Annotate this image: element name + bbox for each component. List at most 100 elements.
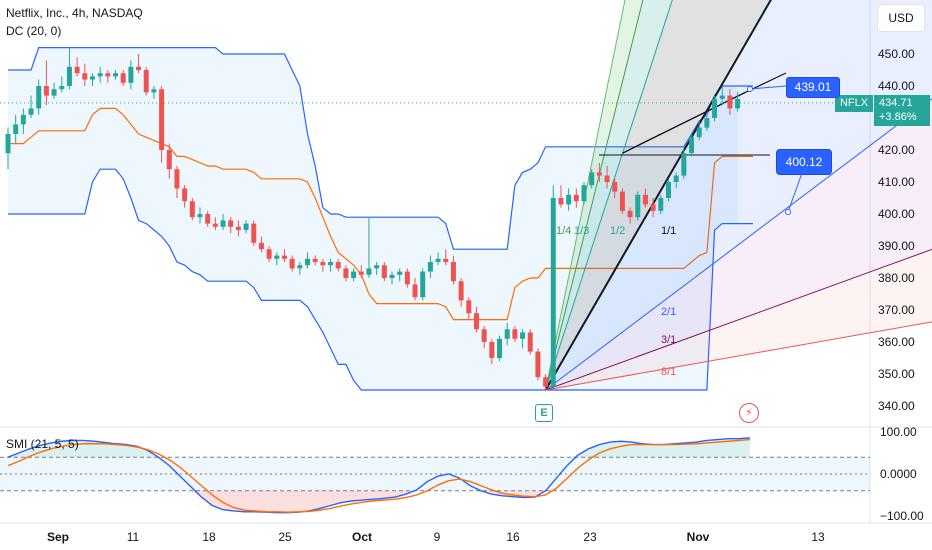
candle-body bbox=[512, 329, 518, 339]
candle-body bbox=[535, 351, 541, 378]
candle bbox=[497, 335, 503, 362]
candle bbox=[481, 326, 487, 349]
candle-body bbox=[151, 89, 157, 93]
candle-body bbox=[258, 242, 264, 250]
candle-body bbox=[136, 66, 142, 70]
price-tick-label: 410.00 bbox=[878, 175, 915, 189]
candle-body bbox=[558, 198, 564, 205]
candle-body bbox=[5, 134, 11, 154]
candle bbox=[82, 63, 88, 86]
candle-body bbox=[312, 258, 318, 262]
candle bbox=[589, 169, 595, 189]
smi-legend[interactable]: SMI (21, 5, 5) bbox=[6, 437, 79, 451]
callout-lower[interactable]: 400.12 bbox=[776, 149, 832, 175]
candle-body bbox=[182, 188, 188, 202]
candle bbox=[28, 95, 34, 118]
candle-body bbox=[689, 137, 695, 154]
candle bbox=[89, 73, 95, 86]
candle bbox=[74, 57, 80, 77]
candle bbox=[642, 188, 648, 208]
smi-signal-line bbox=[7, 438, 750, 513]
gann-fan-line bbox=[544, 0, 772, 391]
candle-body bbox=[36, 86, 42, 109]
callout-upper-leader bbox=[749, 85, 787, 90]
candle-body bbox=[650, 204, 656, 211]
smi-oversold-fill bbox=[8, 490, 750, 513]
candle-body bbox=[274, 255, 280, 259]
candle bbox=[51, 82, 57, 99]
candle-body bbox=[220, 220, 226, 227]
earnings-badge[interactable]: E bbox=[535, 404, 553, 422]
currency-button[interactable]: USD bbox=[877, 4, 925, 32]
candle-body bbox=[28, 108, 34, 115]
candle-body bbox=[266, 249, 272, 259]
candle bbox=[174, 166, 180, 198]
candle bbox=[735, 92, 741, 112]
candle-body bbox=[612, 182, 618, 192]
candle bbox=[320, 258, 326, 272]
candle-body bbox=[320, 262, 326, 266]
gann-fan-line bbox=[545, 321, 932, 391]
candle-body bbox=[427, 262, 433, 272]
callout-lower-leader bbox=[787, 172, 803, 213]
candle bbox=[550, 185, 556, 390]
candle bbox=[13, 114, 19, 144]
candle-body bbox=[305, 258, 311, 266]
callout-upper[interactable]: 439.01 bbox=[786, 77, 840, 98]
candle-body bbox=[389, 274, 395, 278]
candle bbox=[136, 54, 142, 74]
candle bbox=[704, 114, 710, 131]
candle bbox=[59, 76, 65, 93]
candle bbox=[397, 268, 403, 282]
price-badge: 434.71 +3.86% bbox=[874, 95, 930, 126]
price-tick-label: 390.00 bbox=[878, 239, 915, 253]
candle bbox=[281, 249, 287, 262]
price-badge-price: 434.71 bbox=[879, 97, 913, 109]
candle bbox=[543, 374, 549, 390]
candle bbox=[312, 255, 318, 266]
candle bbox=[220, 214, 226, 230]
candle-body bbox=[604, 175, 610, 182]
candle-body bbox=[504, 329, 510, 339]
gann-fan-line bbox=[545, 0, 626, 391]
candle-body bbox=[89, 76, 95, 80]
candle bbox=[473, 306, 479, 333]
candle-body bbox=[681, 153, 687, 176]
candle-body bbox=[458, 281, 464, 301]
candle bbox=[420, 268, 426, 301]
candle-body bbox=[589, 172, 595, 186]
price-badge-symbol: NFLX bbox=[835, 95, 873, 112]
candle-body bbox=[243, 223, 249, 230]
candle-body bbox=[228, 220, 234, 227]
candle bbox=[573, 188, 579, 208]
candle bbox=[143, 66, 149, 96]
price-tick-label: 450.00 bbox=[878, 47, 915, 61]
date-tick-label: Oct bbox=[352, 530, 372, 544]
candle bbox=[166, 143, 172, 179]
dividend-badge[interactable]: ⚡ bbox=[739, 403, 759, 423]
candle-body bbox=[566, 194, 572, 205]
candle bbox=[527, 329, 533, 355]
date-tick-label: 23 bbox=[583, 530, 597, 544]
candle bbox=[719, 86, 725, 106]
candle-body bbox=[281, 255, 287, 259]
candle-body bbox=[550, 198, 556, 387]
candle bbox=[289, 255, 295, 272]
candle-body bbox=[696, 127, 702, 138]
candle-body bbox=[727, 95, 733, 109]
candle-body bbox=[166, 150, 172, 170]
price-tick-label: 420.00 bbox=[878, 143, 915, 157]
candle-body bbox=[97, 73, 103, 77]
candle bbox=[727, 89, 733, 115]
candle-body bbox=[51, 89, 57, 96]
candle-body bbox=[289, 258, 295, 269]
candle bbox=[581, 182, 587, 205]
candle bbox=[366, 217, 372, 278]
price-tick-label: 400.00 bbox=[878, 207, 915, 221]
date-tick-label: 16 bbox=[506, 530, 520, 544]
candle bbox=[243, 220, 249, 234]
donchian-legend[interactable]: DC (20, 0) bbox=[6, 24, 62, 38]
date-tick-label: 11 bbox=[127, 530, 140, 544]
candle bbox=[189, 198, 195, 221]
candle bbox=[619, 188, 625, 214]
